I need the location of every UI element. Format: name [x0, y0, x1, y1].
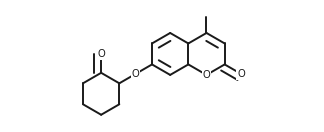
- Text: O: O: [202, 70, 210, 80]
- Text: O: O: [132, 69, 140, 79]
- Text: O: O: [97, 49, 105, 59]
- Text: O: O: [237, 69, 245, 79]
